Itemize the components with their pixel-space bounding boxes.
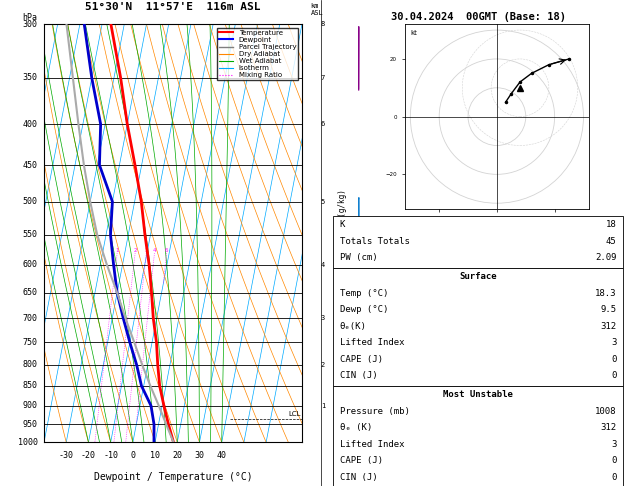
Text: LCL: LCL (289, 411, 301, 417)
Text: 20: 20 (172, 451, 182, 460)
Text: hPa: hPa (23, 13, 38, 22)
Text: km
ASL: km ASL (311, 3, 323, 16)
Text: CIN (J): CIN (J) (340, 473, 377, 482)
Text: 3: 3 (321, 315, 325, 321)
Text: Dewpoint / Temperature (°C): Dewpoint / Temperature (°C) (94, 471, 252, 482)
Text: -20: -20 (81, 451, 96, 460)
Text: 950: 950 (23, 420, 38, 429)
Text: K: K (340, 220, 345, 229)
Text: 4: 4 (321, 262, 325, 268)
Text: Most Unstable: Most Unstable (443, 390, 513, 399)
Text: 10: 10 (150, 451, 160, 460)
Text: 6: 6 (321, 121, 325, 127)
Text: CIN (J): CIN (J) (340, 371, 377, 380)
Text: 3: 3 (145, 248, 148, 253)
Text: θₑ(K): θₑ(K) (340, 322, 367, 330)
Text: Dewp (°C): Dewp (°C) (340, 305, 388, 314)
Text: 0: 0 (611, 371, 616, 380)
Text: 0: 0 (611, 355, 616, 364)
Text: 4: 4 (153, 248, 156, 253)
Text: Mixing Ratio (g/kg): Mixing Ratio (g/kg) (338, 190, 347, 277)
Text: 8: 8 (321, 21, 325, 27)
Text: Surface: Surface (459, 272, 497, 281)
Text: 5: 5 (321, 199, 325, 205)
Text: 650: 650 (23, 288, 38, 297)
Text: 0: 0 (611, 456, 616, 465)
Text: 2: 2 (133, 248, 137, 253)
Text: Lifted Index: Lifted Index (340, 440, 404, 449)
Text: 18: 18 (606, 220, 616, 229)
Text: θₑ (K): θₑ (K) (340, 423, 372, 432)
Legend: Temperature, Dewpoint, Parcel Trajectory, Dry Adiabat, Wet Adiabat, Isotherm, Mi: Temperature, Dewpoint, Parcel Trajectory… (217, 28, 298, 80)
Text: CAPE (J): CAPE (J) (340, 355, 382, 364)
Text: 450: 450 (23, 160, 38, 170)
Text: 9.5: 9.5 (600, 305, 616, 314)
Text: 2: 2 (321, 362, 325, 368)
Text: kt: kt (410, 30, 417, 36)
Text: CAPE (J): CAPE (J) (340, 456, 382, 465)
Text: 45: 45 (606, 237, 616, 245)
Text: 550: 550 (23, 230, 38, 239)
Text: 3: 3 (611, 440, 616, 449)
Text: 350: 350 (23, 73, 38, 82)
Text: 750: 750 (23, 338, 38, 347)
Text: 900: 900 (23, 401, 38, 410)
Text: 300: 300 (23, 20, 38, 29)
Text: 600: 600 (23, 260, 38, 269)
Text: 1: 1 (321, 403, 325, 409)
Text: 400: 400 (23, 120, 38, 129)
Text: 800: 800 (23, 360, 38, 369)
Text: 0: 0 (130, 451, 135, 460)
Text: 18.3: 18.3 (595, 289, 616, 297)
Text: 2.09: 2.09 (595, 253, 616, 262)
Text: © weatheronline.co.uk: © weatheronline.co.uk (430, 472, 526, 481)
Text: 30.04.2024  00GMT (Base: 18): 30.04.2024 00GMT (Base: 18) (391, 12, 565, 22)
Text: 1: 1 (115, 248, 119, 253)
Text: 850: 850 (23, 382, 38, 390)
Text: 7: 7 (321, 75, 325, 81)
Text: 0: 0 (611, 473, 616, 482)
Text: 1008: 1008 (595, 407, 616, 416)
Text: PW (cm): PW (cm) (340, 253, 377, 262)
Text: -10: -10 (103, 451, 118, 460)
Text: 6: 6 (165, 248, 168, 253)
Text: Temp (°C): Temp (°C) (340, 289, 388, 297)
Text: 700: 700 (23, 314, 38, 323)
Text: 1000: 1000 (18, 438, 38, 447)
Text: 3: 3 (611, 338, 616, 347)
Text: Lifted Index: Lifted Index (340, 338, 404, 347)
Text: 312: 312 (600, 423, 616, 432)
Text: Totals Totals: Totals Totals (340, 237, 409, 245)
Text: 312: 312 (600, 322, 616, 330)
Text: 30: 30 (194, 451, 204, 460)
Text: 40: 40 (217, 451, 226, 460)
Text: Pressure (mb): Pressure (mb) (340, 407, 409, 416)
Text: -30: -30 (58, 451, 74, 460)
Text: 500: 500 (23, 197, 38, 206)
Text: 51°30'N  11°57'E  116m ASL: 51°30'N 11°57'E 116m ASL (85, 2, 261, 12)
